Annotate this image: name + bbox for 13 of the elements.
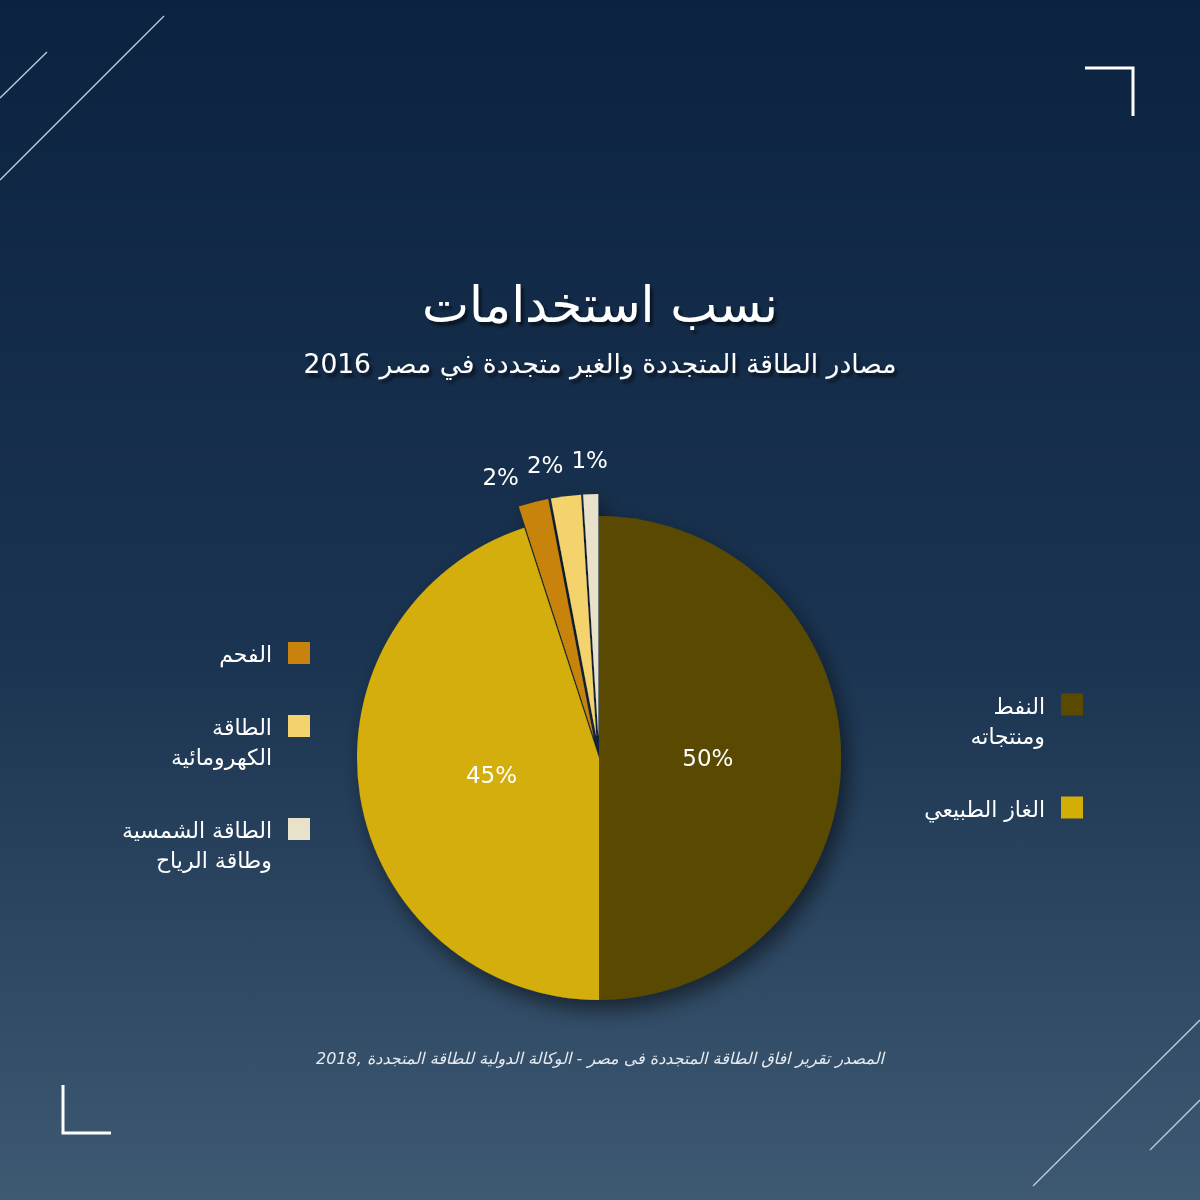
data-label: 2% — [526, 451, 564, 478]
chart-title: نسب استخدامات — [422, 276, 778, 334]
text: المصدر تقرير افاق الطاقة المتجددة فى مصر - الوكالة الدولية للطاقة المتجددة ,2018 — [316, 1049, 886, 1068]
data-label: 50% — [682, 745, 734, 771]
legend-label: الغاز الطبيعي — [924, 796, 1045, 823]
legend-label: الطاقة الكهرومائية — [171, 715, 272, 770]
data-label: 2% — [482, 463, 519, 490]
legend-label: الفحم — [219, 642, 272, 668]
chart-subtitle: مصادر الطاقة المتجددة والغير متجددة في مصر 2016 — [303, 348, 897, 380]
data-label: 1% — [571, 447, 608, 474]
legend-label: الطاقة الشمسية وطاقة الرياح — [121, 818, 272, 873]
data-label: 45% — [465, 762, 517, 789]
legend-label: النفط ومنتجاته — [970, 693, 1045, 749]
